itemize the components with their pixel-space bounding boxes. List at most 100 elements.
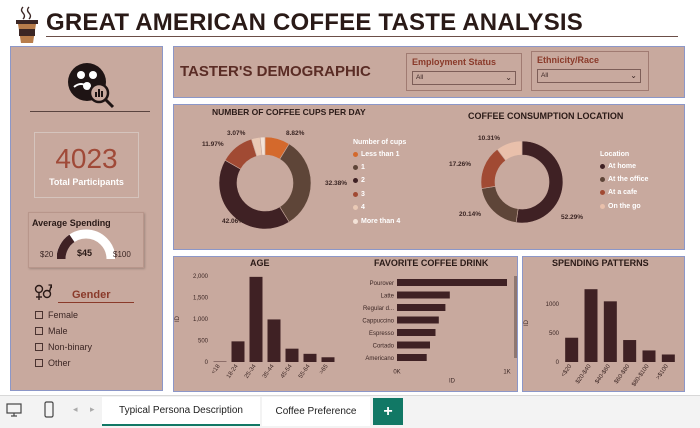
checkbox-female[interactable] xyxy=(35,311,43,319)
spending-chart-title: SPENDING PATTERNS xyxy=(552,258,649,268)
bar xyxy=(397,304,446,311)
legend-dot-icon xyxy=(353,177,358,183)
bar xyxy=(303,353,317,362)
bar xyxy=(397,329,436,336)
bar xyxy=(285,348,299,362)
donut-slice xyxy=(218,159,290,230)
checkbox-male[interactable] xyxy=(35,327,43,335)
y-tick-label: Espresso xyxy=(369,331,395,337)
donut-slice xyxy=(515,140,564,224)
total-participants-value: 4023 xyxy=(55,143,118,174)
cups-donut-chart xyxy=(218,136,312,230)
chevron-down-icon: ⌄ xyxy=(630,71,637,80)
drink-chart-scrollbar[interactable] xyxy=(514,276,517,358)
tab-coffee-preference[interactable]: Coffee Preference xyxy=(262,397,370,426)
x-tick-label: >$100 xyxy=(655,363,670,381)
legend-dot-icon xyxy=(353,204,358,210)
gender-option-label: Female xyxy=(48,310,79,320)
sidebar-divider xyxy=(30,111,150,112)
chevron-down-icon: ⌄ xyxy=(505,73,512,82)
coffee-cup-logo-icon xyxy=(14,6,40,44)
gender-title-underline xyxy=(58,302,134,303)
y-tick-label: 0 xyxy=(556,360,560,366)
location-donut-chart xyxy=(480,140,564,224)
gender-option-male[interactable]: Male xyxy=(35,326,68,336)
checkbox-non-binary[interactable] xyxy=(35,343,43,351)
average-spending-card: Average Spending $20 $45 $100 xyxy=(28,212,144,268)
spending-patterns-panel xyxy=(522,256,685,392)
bar xyxy=(565,337,579,362)
cups-legend-item: 1 xyxy=(353,164,365,171)
x-tick-label: 0K xyxy=(393,370,400,376)
x-tick-label: 25-34 xyxy=(244,363,258,380)
mobile-view-icon[interactable] xyxy=(43,401,55,418)
location-legend-title: Location xyxy=(600,151,630,158)
next-page-icon[interactable]: ▸ xyxy=(90,404,95,414)
drink-bar-chart: Pourover Latte Regular d... Cappuccino Espre… xyxy=(362,279,511,385)
checkbox-other[interactable] xyxy=(35,359,43,367)
desktop-view-icon[interactable] xyxy=(6,402,22,418)
cups-legend-item: 3 xyxy=(353,191,365,198)
ethnicity-race-label: Ethnicity/Race xyxy=(537,55,600,65)
ethnicity-race-filter[interactable]: Ethnicity/Race All ⌄ xyxy=(531,51,649,91)
users-analysis-icon xyxy=(66,61,116,109)
bar xyxy=(584,289,598,362)
gender-option-female[interactable]: Female xyxy=(35,310,78,320)
tab-typical-persona-description[interactable]: Typical Persona Description xyxy=(102,397,260,426)
gender-option-other[interactable]: Other xyxy=(35,358,71,368)
donut-slice xyxy=(481,185,519,223)
gender-option-label: Non-binary xyxy=(48,342,93,352)
cups-legend-item: Less than 1 xyxy=(353,151,400,158)
employment-status-value: All xyxy=(416,74,424,81)
gender-icon xyxy=(34,283,53,303)
add-page-button[interactable]: + xyxy=(373,398,403,425)
average-spending-title: Average Spending xyxy=(32,218,111,228)
location-chart-title: COFFEE CONSUMPTION LOCATION xyxy=(468,111,624,121)
x-tick-label: 18-24 xyxy=(226,363,240,380)
gender-title: Gender xyxy=(72,289,111,301)
y-tick-label: Regular d... xyxy=(363,306,394,312)
donut-slice xyxy=(259,136,266,156)
x-tick-label: 45-54 xyxy=(280,363,294,380)
location-legend-item: At home xyxy=(600,163,636,170)
location-label-at-home: 52.29% xyxy=(561,214,584,221)
y-tick-label: 2,000 xyxy=(193,274,209,280)
gauge-max-label: $100 xyxy=(113,250,131,259)
gauge-min-label: $20 xyxy=(40,250,54,259)
cups-chart-title: NUMBER OF COFFEE CUPS PER DAY xyxy=(212,107,366,117)
bar xyxy=(623,340,637,362)
spending-bar-chart: 0 500 1000 ID <$20 $20-$40 $40-$60 $60-$80 $80-$… xyxy=(524,289,675,388)
previous-page-icon[interactable]: ◂ xyxy=(73,404,78,414)
bar xyxy=(249,276,263,362)
ethnicity-race-select[interactable]: All ⌄ xyxy=(537,69,641,83)
gender-option-non-binary[interactable]: Non-binary xyxy=(35,342,92,352)
cups-label-3: 11.97% xyxy=(202,141,224,148)
donut-slice xyxy=(496,140,523,161)
y-tick-label: 500 xyxy=(549,331,560,337)
demographic-title: TASTER'S DEMOGRAPHIC xyxy=(180,63,371,80)
employment-status-filter[interactable]: Employment Status All ⌄ xyxy=(406,53,522,91)
x-tick-label: 35-44 xyxy=(262,363,276,380)
x-tick-label: $40-$60 xyxy=(594,363,612,385)
title-divider xyxy=(46,36,678,37)
y-axis-label: ID xyxy=(524,319,530,326)
y-tick-label: Cortado xyxy=(373,344,395,350)
bar xyxy=(661,354,675,362)
spending-gauge xyxy=(57,229,115,260)
cups-legend-item: 2 xyxy=(353,177,365,184)
total-participants-label: Total Participants xyxy=(49,177,124,187)
legend-dot-icon xyxy=(353,164,358,170)
x-tick-label: 1K xyxy=(503,370,510,376)
cups-label-1: 32.38% xyxy=(325,180,348,187)
donut-slice xyxy=(279,143,312,223)
employment-status-select[interactable]: All ⌄ xyxy=(412,71,516,85)
bar xyxy=(321,357,335,362)
bar xyxy=(397,354,427,361)
location-label-at-cafe: 17.26% xyxy=(449,161,472,168)
y-tick-label: 1,500 xyxy=(193,296,209,302)
location-legend-item: On the go xyxy=(600,203,641,210)
bar xyxy=(397,291,450,299)
y-tick-label: 1000 xyxy=(546,302,560,308)
bar xyxy=(397,341,430,349)
y-axis-label: ID xyxy=(175,315,181,322)
